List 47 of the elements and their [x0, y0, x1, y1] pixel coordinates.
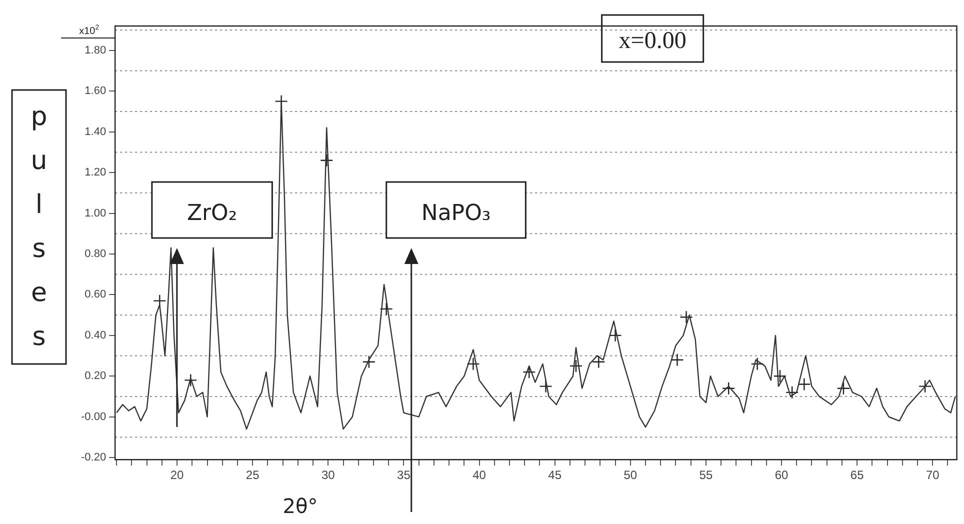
y-tick-label: 1.40	[84, 126, 106, 138]
point	[773, 370, 787, 383]
y-tick-label: 0.60	[84, 288, 106, 301]
point	[466, 357, 480, 371]
point	[798, 378, 811, 391]
x-tick-label: 45	[548, 468, 562, 482]
y-tick-label: 1.60	[84, 85, 106, 98]
point	[380, 302, 393, 316]
point	[918, 380, 932, 393]
point	[608, 328, 622, 342]
point	[722, 382, 736, 395]
annotation: NaPO₃	[421, 201, 491, 226]
point	[184, 374, 198, 387]
y-tick-label: 0.80	[84, 248, 106, 260]
x-tick-label: 25	[246, 468, 260, 482]
y-tick-label: -0.20	[80, 452, 106, 464]
point	[680, 310, 693, 324]
point	[320, 154, 334, 167]
point	[670, 353, 684, 366]
point	[153, 294, 166, 308]
point	[569, 359, 583, 373]
x-tick-label: 70	[926, 468, 940, 482]
x-tick-label: 40	[472, 468, 486, 482]
point	[539, 380, 552, 393]
x-tick-label: 65	[850, 468, 864, 482]
y-tick-label: 0.40	[84, 329, 106, 342]
y-tick-label: 1.00	[84, 207, 106, 220]
y-tick-label: 1.80	[84, 44, 106, 56]
point	[362, 355, 376, 368]
point	[750, 357, 764, 371]
point	[522, 365, 536, 379]
x-tick-label: 60	[774, 468, 788, 482]
y-tick-label: 1.20	[84, 166, 106, 179]
point	[836, 382, 850, 395]
point	[785, 386, 799, 400]
point	[592, 355, 606, 368]
annotation: ZrO₂	[186, 201, 238, 226]
y-tick-label: -0.00	[80, 410, 106, 423]
annotation: x=0.00	[618, 28, 686, 54]
x-tick-label: 55	[699, 468, 713, 482]
x-tick-label: 30	[321, 468, 336, 482]
x-tick-label: 20	[170, 468, 184, 482]
x-tick-label: 35	[397, 468, 411, 482]
x-tick-label: 50	[624, 468, 638, 482]
x-axis-title: 2θ°	[282, 494, 318, 518]
y-axis-title: pulses	[30, 102, 48, 352]
y-tick-label: 0.20	[84, 370, 106, 382]
